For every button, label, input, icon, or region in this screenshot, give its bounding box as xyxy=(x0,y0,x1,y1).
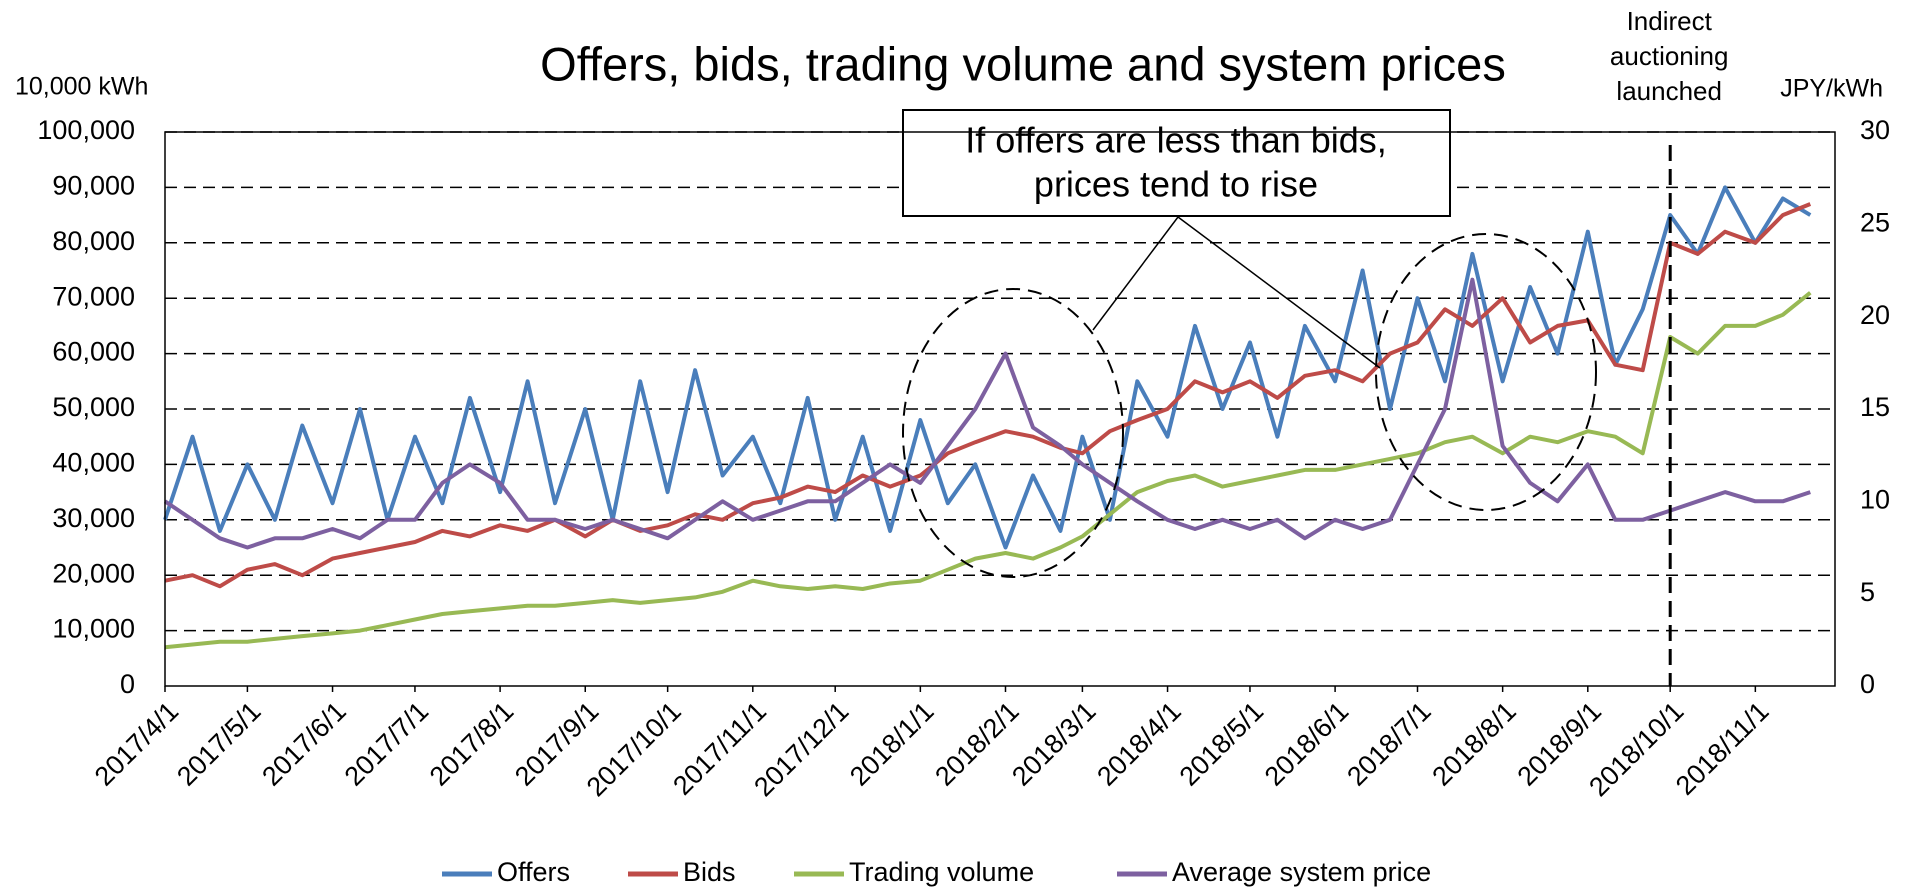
x-tick-label: 2018/8/1 xyxy=(1426,696,1522,792)
y2-tick-label: 30 xyxy=(1860,115,1890,145)
plot-area xyxy=(163,185,1812,650)
y-axis-unit: 10,000 kWh xyxy=(15,73,148,101)
legend-label: Offers xyxy=(497,857,570,887)
event-label: Indirect xyxy=(1627,6,1713,36)
x-tick-label: 2018/4/1 xyxy=(1091,696,1187,792)
y2-tick-label: 25 xyxy=(1860,207,1890,237)
y-tick-label: 20,000 xyxy=(52,558,135,588)
series-line xyxy=(163,277,1811,550)
y2-tick-label: 0 xyxy=(1860,669,1875,699)
y2-tick-label: 10 xyxy=(1860,484,1890,514)
callout-text: If offers are less than bids, xyxy=(965,120,1387,161)
highlight-ellipse xyxy=(1375,233,1597,511)
x-tick-label: 2018/2/1 xyxy=(929,696,1025,792)
callout-line xyxy=(1092,216,1179,331)
y2-tick-label: 15 xyxy=(1860,392,1890,422)
y-tick-label: 40,000 xyxy=(52,448,135,478)
series-line xyxy=(164,291,1812,650)
callout-text: prices tend to rise xyxy=(1034,164,1318,205)
x-tick-label: 2018/7/1 xyxy=(1341,696,1437,792)
plot-frame xyxy=(164,131,1836,687)
y-tick-label: 50,000 xyxy=(52,392,135,422)
x-tick-label: 2018/5/1 xyxy=(1174,696,1270,792)
x-tick-label: 2017/8/1 xyxy=(424,696,520,792)
x-tick-label: 2018/1/1 xyxy=(844,696,940,792)
event-label: launched xyxy=(1616,76,1722,106)
y-tick-label: 70,000 xyxy=(52,281,135,311)
callout-box xyxy=(902,109,1451,217)
chart-title: Offers, bids, trading volume and system … xyxy=(540,37,1506,90)
y2-axis-unit: JPY/kWh xyxy=(1780,75,1883,103)
x-tick-label: 2017/4/1 xyxy=(89,696,185,792)
x-tick-label: 2018/3/1 xyxy=(1006,696,1102,792)
legend-label: Trading volume xyxy=(849,857,1034,887)
legend-label: Average system price xyxy=(1172,857,1431,887)
callout-line xyxy=(1177,216,1381,369)
y-tick-label: 90,000 xyxy=(52,171,135,201)
legend-label: Bids xyxy=(683,857,736,887)
y-tick-label: 80,000 xyxy=(52,226,135,256)
highlight-ellipse xyxy=(902,288,1124,578)
x-tick-label: 2018/11/1 xyxy=(1670,696,1775,801)
x-tick-label: 2018/6/1 xyxy=(1259,696,1355,792)
y-tick-label: 30,000 xyxy=(52,503,135,533)
x-tick-label: 2017/6/1 xyxy=(256,696,352,792)
event-label: auctioning xyxy=(1610,41,1729,71)
y2-tick-label: 5 xyxy=(1860,577,1875,607)
y-tick-label: 60,000 xyxy=(52,337,135,367)
y2-tick-label: 20 xyxy=(1860,300,1890,330)
y-tick-label: 100,000 xyxy=(37,115,135,145)
x-tick-label: 2017/7/1 xyxy=(339,696,435,792)
y-tick-label: 10,000 xyxy=(52,614,135,644)
x-tick-label: 2017/5/1 xyxy=(171,696,267,792)
y-tick-label: 0 xyxy=(120,669,135,699)
series-line xyxy=(164,202,1812,589)
